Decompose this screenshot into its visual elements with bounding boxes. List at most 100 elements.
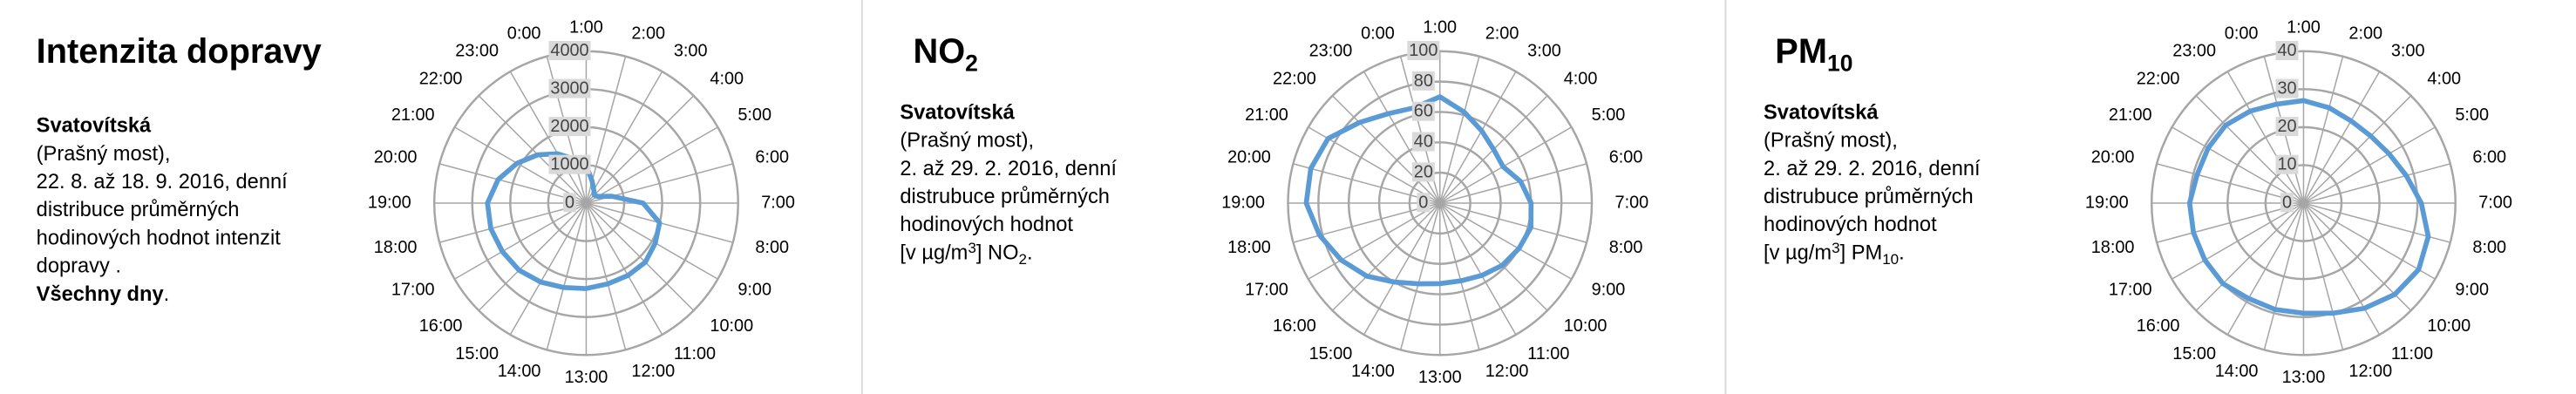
radar-chart: 1:00 2:00 3:004:00 5:00 6:00 7:00 8:00 9:00 10:0… xyxy=(1221,17,1648,387)
category-label: 16:00 xyxy=(1273,316,1316,336)
tick-label-bg xyxy=(548,117,591,137)
category-label: 20:00 xyxy=(2091,147,2135,166)
spoke xyxy=(1439,202,1548,311)
grid-circle xyxy=(2264,164,2343,242)
note-text: Svatovítská xyxy=(37,115,152,138)
spoke xyxy=(1439,71,1517,204)
tick-label: 0 xyxy=(2282,193,2292,212)
category-label: 3:00 xyxy=(2391,41,2425,60)
spoke xyxy=(1363,202,1441,336)
category-label: 19:00 xyxy=(1221,193,1265,212)
spoke xyxy=(1439,202,1480,350)
tick-label: 60 xyxy=(1414,102,1433,121)
note-text: ] NO xyxy=(976,241,1019,264)
category-label: 23:00 xyxy=(1309,41,1353,60)
tick-label: 20 xyxy=(1414,162,1433,181)
tick-label-bg xyxy=(548,78,591,98)
note-line: 2. až 29. 2. 2016, denní xyxy=(1764,158,1981,180)
note-text: Svatovítská xyxy=(1764,101,1879,124)
note-line: [v µg/m3] NO2. xyxy=(900,240,1032,268)
category-label: 8:00 xyxy=(755,238,789,257)
note-line: Svatovítská xyxy=(37,115,152,138)
category-label: 21:00 xyxy=(391,105,435,125)
tick-label: 30 xyxy=(2277,79,2296,98)
note-text: [v µg/m xyxy=(900,241,968,264)
tick-label-bg xyxy=(1411,132,1435,152)
tick-label-bg xyxy=(2275,154,2299,174)
note-line: hodinových hodnot intenzit xyxy=(37,227,282,249)
panel-title: PM10 xyxy=(1775,32,1852,76)
category-label: 9:00 xyxy=(2455,281,2489,300)
category-label: 19:00 xyxy=(368,193,411,212)
tick-label: 3000 xyxy=(550,79,588,98)
category-label: 15:00 xyxy=(1309,344,1353,363)
grid-circle xyxy=(2226,126,2381,281)
category-label: 13:00 xyxy=(2282,368,2326,387)
category-label: 20:00 xyxy=(374,147,418,166)
category-label: 10:00 xyxy=(710,316,753,336)
title-text: PM xyxy=(1775,32,1827,71)
spoke xyxy=(1308,202,1441,280)
note-text: 3 xyxy=(1832,240,1839,256)
grid-circle xyxy=(1408,171,1472,235)
radar-chart: 1:00 2:00 3:004:00 5:00 6:00 7:00 8:00 9:00 10:0… xyxy=(368,17,795,387)
spoke xyxy=(1293,163,1440,204)
category-label: 23:00 xyxy=(2172,41,2216,60)
category-label: 4:00 xyxy=(710,69,744,88)
spoke xyxy=(1439,202,1573,280)
spoke xyxy=(1332,95,1441,204)
category-label: 16:00 xyxy=(2137,316,2180,336)
category-label: 17:00 xyxy=(391,281,435,300)
note-line: (Prašný most), xyxy=(900,130,1034,153)
category-label: 6:00 xyxy=(755,147,789,166)
radar-chart: 1:00 2:00 3:004:00 5:00 6:00 7:00 8:00 9:00 10:0… xyxy=(2085,17,2512,387)
category-label: 13:00 xyxy=(1418,368,1462,387)
tick-label-bg xyxy=(1411,101,1435,121)
category-label: 13:00 xyxy=(565,368,608,387)
category-label: 3:00 xyxy=(1527,41,1561,60)
category-label: 12:00 xyxy=(631,362,675,381)
category-label: 18:00 xyxy=(374,238,418,257)
note-line: distribuce průměrných xyxy=(37,199,240,221)
category-label: 19:00 xyxy=(2085,193,2129,212)
tick-label: 10 xyxy=(2277,155,2296,174)
spoke xyxy=(1439,56,1480,204)
spoke xyxy=(1439,202,1587,243)
tick-label-bg xyxy=(1411,71,1435,91)
series-line xyxy=(485,151,663,291)
spoke xyxy=(1439,163,1587,204)
category-label: 5:00 xyxy=(2455,105,2489,125)
category-label: 6:00 xyxy=(2472,147,2506,166)
grid-circle xyxy=(2150,50,2457,357)
category-label: 18:00 xyxy=(1227,238,1271,257)
category-label: 22:00 xyxy=(2137,69,2180,88)
tick-label-bg xyxy=(2275,78,2299,98)
note-text: 2. až 29. 2. 2016, denní xyxy=(900,158,1117,180)
tick-label: 1000 xyxy=(550,155,588,174)
category-label: 17:00 xyxy=(1245,281,1288,300)
tick-label: 2000 xyxy=(550,117,588,136)
category-label: 23:00 xyxy=(455,41,499,60)
category-label: 15:00 xyxy=(455,344,499,363)
note-line: Svatovítská xyxy=(900,101,1015,124)
category-label: 2:00 xyxy=(1485,24,1519,43)
spoke xyxy=(1332,202,1441,311)
note-text: Svatovítská xyxy=(900,101,1015,124)
category-label: 11:00 xyxy=(2391,344,2433,363)
spoke xyxy=(1399,202,1441,350)
category-label: 22:00 xyxy=(1273,69,1316,88)
category-label: 0:00 xyxy=(1361,24,1395,43)
category-label: 2:00 xyxy=(631,24,665,43)
category-label: 20:00 xyxy=(1227,147,1271,166)
category-label: 14:00 xyxy=(498,362,541,381)
tick-label: 0 xyxy=(565,193,574,212)
category-label: 4:00 xyxy=(1564,69,1598,88)
category-label: 3:00 xyxy=(674,41,708,60)
tick-label-bg xyxy=(1417,193,1431,213)
note-line: 22. 8. až 18. 9. 2016, denní xyxy=(37,171,288,194)
note-text: ] PM xyxy=(1840,241,1883,264)
tick-label-bg xyxy=(563,193,576,213)
title-subscript: 2 xyxy=(965,50,978,76)
note-text: 2 xyxy=(1019,251,1027,268)
